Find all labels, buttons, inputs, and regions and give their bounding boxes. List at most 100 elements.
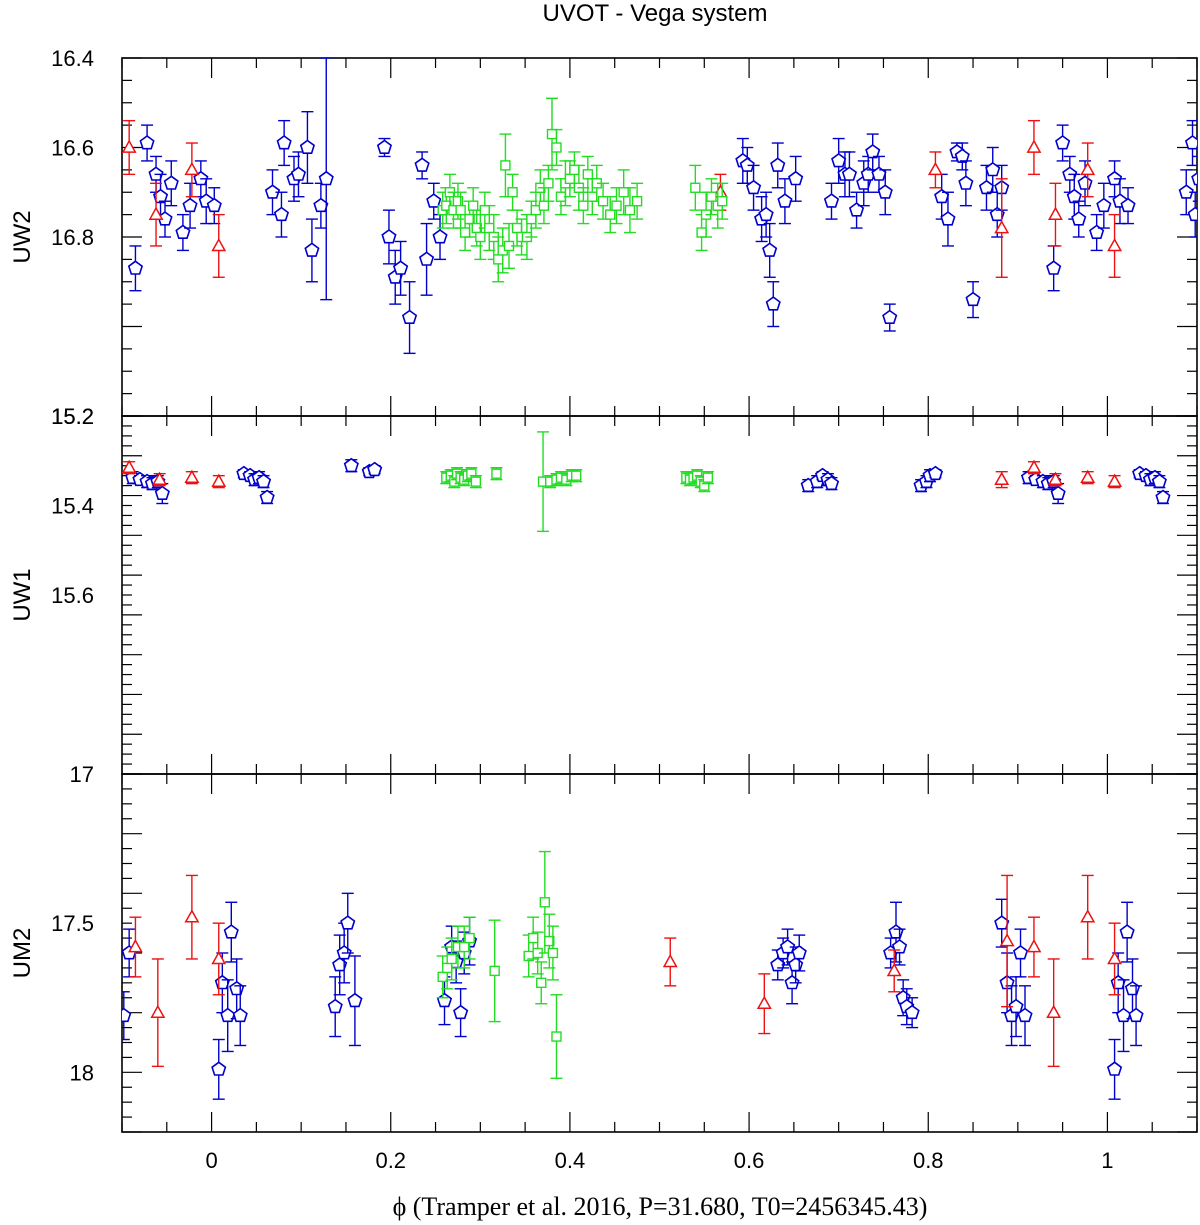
data-point xyxy=(841,151,858,198)
data-point xyxy=(184,469,200,485)
y-tick-label: 15.2 xyxy=(51,404,94,429)
data-point xyxy=(122,991,132,1041)
data-point xyxy=(367,461,383,477)
pentagon-marker xyxy=(1151,473,1167,489)
data-point xyxy=(304,218,320,283)
data-point xyxy=(777,178,793,225)
square-marker xyxy=(611,200,622,211)
data-layer xyxy=(122,850,1144,1100)
panel-2: 17.5 18 UM2 0 0.2 0.4 0.6 0.8 1 xyxy=(9,773,1198,1173)
data-point xyxy=(1026,459,1042,475)
data-point xyxy=(779,928,796,966)
data-point xyxy=(426,182,442,220)
pentagon-marker xyxy=(904,1004,920,1020)
pentagon-marker xyxy=(1046,260,1062,275)
pentagon-marker xyxy=(958,175,974,190)
data-point xyxy=(1119,901,1135,963)
square-marker xyxy=(479,204,491,216)
panel-0: 16.4 16.6 16.8 15.2 UW2 xyxy=(9,46,1198,429)
pentagon-marker xyxy=(304,242,320,257)
pentagon-marker xyxy=(865,144,881,159)
pentagon-marker xyxy=(965,291,981,307)
triangle-marker xyxy=(184,161,200,176)
data-point xyxy=(1026,119,1042,176)
series-triangle xyxy=(128,874,1123,1068)
pentagon-marker xyxy=(1155,489,1171,505)
square-marker xyxy=(605,209,616,220)
triangle-marker xyxy=(184,469,200,483)
triangle-marker xyxy=(756,995,772,1010)
data-point xyxy=(877,169,893,216)
y-axis-title: UM2 xyxy=(9,928,36,979)
data-point xyxy=(490,467,503,481)
data-point xyxy=(453,988,469,1038)
data-point xyxy=(940,191,956,247)
pentagon-marker xyxy=(1050,485,1066,501)
square-marker xyxy=(527,932,539,944)
data-point xyxy=(550,128,563,167)
data-point xyxy=(756,973,772,1035)
data-point xyxy=(223,901,239,963)
pentagon-marker xyxy=(788,170,804,186)
series-square xyxy=(436,97,729,283)
data-point xyxy=(299,110,316,185)
pentagon-marker xyxy=(841,166,858,181)
data-point xyxy=(184,874,200,960)
pentagon-marker xyxy=(770,157,786,172)
data-point xyxy=(376,137,393,158)
data-point xyxy=(762,222,778,278)
triangle-marker xyxy=(1046,1004,1062,1018)
square-marker xyxy=(507,187,518,198)
pentagon-marker xyxy=(1017,1007,1033,1023)
data-point xyxy=(318,58,334,301)
data-point xyxy=(543,913,556,969)
square-marker xyxy=(547,947,559,959)
data-point xyxy=(488,919,501,1023)
pentagon-marker xyxy=(343,457,359,473)
data-point xyxy=(994,470,1010,489)
data-point xyxy=(414,151,430,180)
data-point xyxy=(1055,124,1071,162)
data-point xyxy=(259,489,275,505)
x-tick-label: 1 xyxy=(1101,1148,1113,1173)
data-point xyxy=(765,281,781,328)
pentagon-marker xyxy=(877,184,893,199)
series-pentagon xyxy=(127,58,1197,355)
square-marker xyxy=(551,1031,562,1042)
pentagon-marker xyxy=(127,260,144,275)
pentagon-marker xyxy=(978,179,995,195)
data-point xyxy=(211,473,227,489)
pentagon-marker xyxy=(1119,924,1135,939)
data-layer xyxy=(122,58,1197,355)
y-tick-label: 17 xyxy=(70,762,94,787)
square-marker xyxy=(459,227,471,238)
data-point xyxy=(1155,489,1171,505)
pentagon-marker xyxy=(1071,211,1087,226)
x-tick-label: 0.2 xyxy=(375,1148,406,1173)
y-axis-title: UW2 xyxy=(9,210,36,263)
data-point xyxy=(770,142,786,189)
triangle-marker xyxy=(1107,473,1123,487)
data-point xyxy=(999,874,1015,1008)
pentagon-marker xyxy=(367,461,383,477)
data-point xyxy=(1048,471,1063,487)
pentagon-marker xyxy=(1055,135,1071,150)
series-pentagon xyxy=(122,892,1144,1100)
pentagon-marker xyxy=(1128,1007,1144,1023)
pentagon-marker xyxy=(290,166,307,181)
data-point xyxy=(255,473,272,489)
triangle-marker xyxy=(148,206,164,220)
pentagon-marker xyxy=(791,945,807,960)
square-marker xyxy=(491,468,502,479)
data-point xyxy=(823,475,840,491)
figure-title: UVOT - Vega system xyxy=(543,0,768,27)
triangle-marker xyxy=(211,950,227,965)
data-point xyxy=(617,169,630,216)
data-point xyxy=(590,164,603,202)
data-point xyxy=(184,142,200,198)
data-point xyxy=(211,213,227,278)
data-point xyxy=(560,472,573,487)
data-point xyxy=(882,303,898,332)
